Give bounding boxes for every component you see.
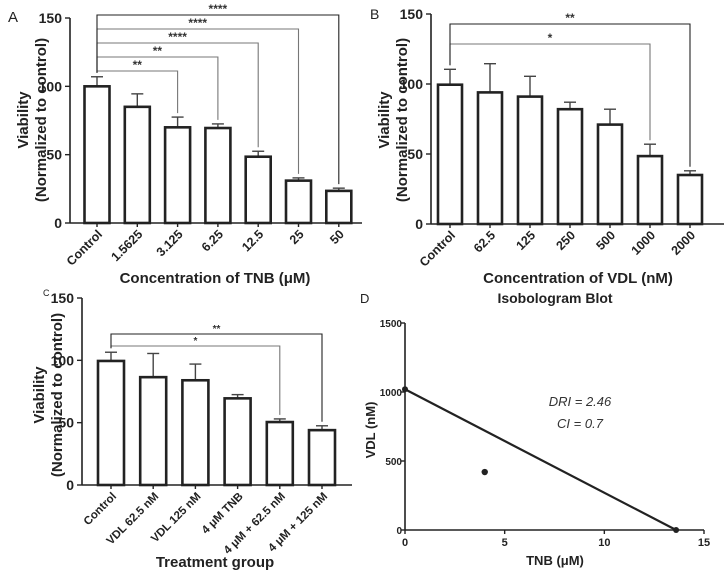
annotation-dri: DRI = 2.46: [549, 394, 612, 409]
x-tick-label: 4 μM TNB: [200, 491, 246, 537]
y-axis-title: Viability: [31, 366, 48, 424]
significance-label: **: [213, 324, 221, 335]
y-tick-label: 0: [54, 215, 62, 231]
significance-label: ****: [168, 30, 187, 44]
y-tick-label: 100: [51, 352, 75, 368]
panel-letter: D: [360, 291, 369, 306]
x-tick-label: 500: [593, 228, 618, 253]
x-tick-label: 5: [502, 537, 508, 549]
isobole-endpoint: [673, 527, 680, 533]
x-tick-label: 250: [553, 228, 578, 253]
x-axis-title: TNB (μM): [526, 553, 584, 568]
y-tick-label: 150: [51, 290, 75, 306]
y-tick-label: 50: [58, 415, 74, 431]
y-tick-label: 0: [66, 477, 74, 493]
panel-letter: B: [370, 6, 379, 22]
bar: [516, 95, 544, 226]
y-tick-label: 1000: [380, 388, 403, 399]
bar: [556, 107, 584, 226]
bar: [436, 83, 464, 226]
x-tick-label: 1.5625: [108, 227, 145, 264]
significance-bracket: [96, 56, 219, 120]
significance-label: **: [565, 11, 575, 25]
panel-letter: C: [43, 288, 50, 298]
x-tick-label: 15: [698, 537, 710, 549]
bar: [636, 154, 664, 226]
significance-label: *: [193, 336, 197, 347]
y-tick-label: 150: [39, 10, 63, 26]
combination-point: [481, 468, 488, 476]
y-axis-title: VDL (nM): [363, 402, 378, 459]
y-axis-title: Viability: [376, 91, 393, 149]
panel-b: B 0 50 100 150 Viability (Normalized to contro…: [370, 6, 724, 287]
bar: [596, 123, 624, 226]
x-tick-label: 12.5: [239, 227, 266, 254]
y-axis-subtitle: (Normalized to control): [394, 38, 411, 202]
y-tick-label: 100: [39, 78, 63, 94]
significance-label: **: [153, 44, 163, 58]
x-tick-label: Control: [82, 491, 119, 528]
significance-label: *: [548, 31, 553, 45]
y-tick-label: 150: [400, 6, 424, 22]
y-tick-label: 0: [415, 216, 423, 232]
y-tick-label: 1500: [380, 319, 403, 330]
x-tick-label: 0: [402, 537, 408, 549]
y-tick-label: 100: [400, 76, 424, 92]
bar: [476, 91, 504, 226]
significance-bracket: [110, 333, 323, 422]
panel-c: C 0 50 100 150 Viability (Normalized to contro…: [31, 288, 352, 571]
isobole-endpoint: [402, 386, 408, 393]
x-tick-label: 1000: [629, 228, 659, 258]
annotation-ci: CI = 0.7: [557, 416, 604, 431]
bar: [223, 397, 252, 487]
x-tick-label: 2000: [669, 228, 699, 258]
bar: [204, 126, 232, 225]
y-tick-label: 50: [46, 147, 62, 163]
panel-a: A 0 50 100 150 Viability (Normalized to contro…: [8, 2, 362, 287]
x-tick-label: 6.25: [199, 227, 226, 254]
chart-title: Isobologram Blot: [497, 290, 612, 306]
significance-label: **: [133, 58, 143, 72]
y-axis-subtitle: (Normalized to control): [33, 38, 50, 202]
bar: [163, 126, 192, 225]
significance-label: ****: [188, 16, 207, 30]
bar: [96, 359, 126, 487]
isobole-line: [404, 388, 677, 531]
significance-bracket: [96, 14, 340, 185]
x-tick-label: 50: [327, 227, 347, 247]
x-tick-label: Control: [417, 228, 458, 269]
significance-bracket: [449, 23, 691, 167]
bar: [181, 378, 210, 487]
y-tick-label: 500: [385, 457, 402, 468]
x-tick-label: 10: [598, 537, 610, 549]
bar: [265, 420, 295, 487]
panel-letter: A: [8, 9, 18, 26]
x-axis-title: Concentration of TNB (μM): [120, 270, 311, 287]
x-tick-label: Control: [64, 227, 105, 268]
x-tick-label: 125: [513, 228, 538, 253]
bar: [123, 105, 152, 225]
x-tick-label: 25: [287, 227, 307, 247]
bar: [138, 375, 168, 487]
bar: [83, 85, 111, 225]
y-tick-label: 0: [396, 526, 402, 537]
x-axis-title: Treatment group: [156, 554, 274, 571]
bar: [324, 189, 353, 225]
x-tick-label: 3.125: [154, 227, 186, 259]
bar: [284, 179, 313, 225]
y-axis-subtitle: (Normalized to control): [49, 313, 66, 477]
bar: [244, 155, 272, 225]
panel-d: D Isobologram Blot 0 500 1000 1500 0 5 10 15 VDL (…: [360, 290, 710, 568]
y-axis-title: Viability: [15, 91, 32, 149]
y-tick-label: 50: [407, 146, 423, 162]
significance-label: ****: [209, 2, 228, 16]
x-tick-label: 62.5: [471, 228, 498, 255]
bar: [676, 173, 704, 226]
x-axis-title: Concentration of VDL (nM): [483, 270, 673, 287]
bar: [307, 428, 337, 487]
